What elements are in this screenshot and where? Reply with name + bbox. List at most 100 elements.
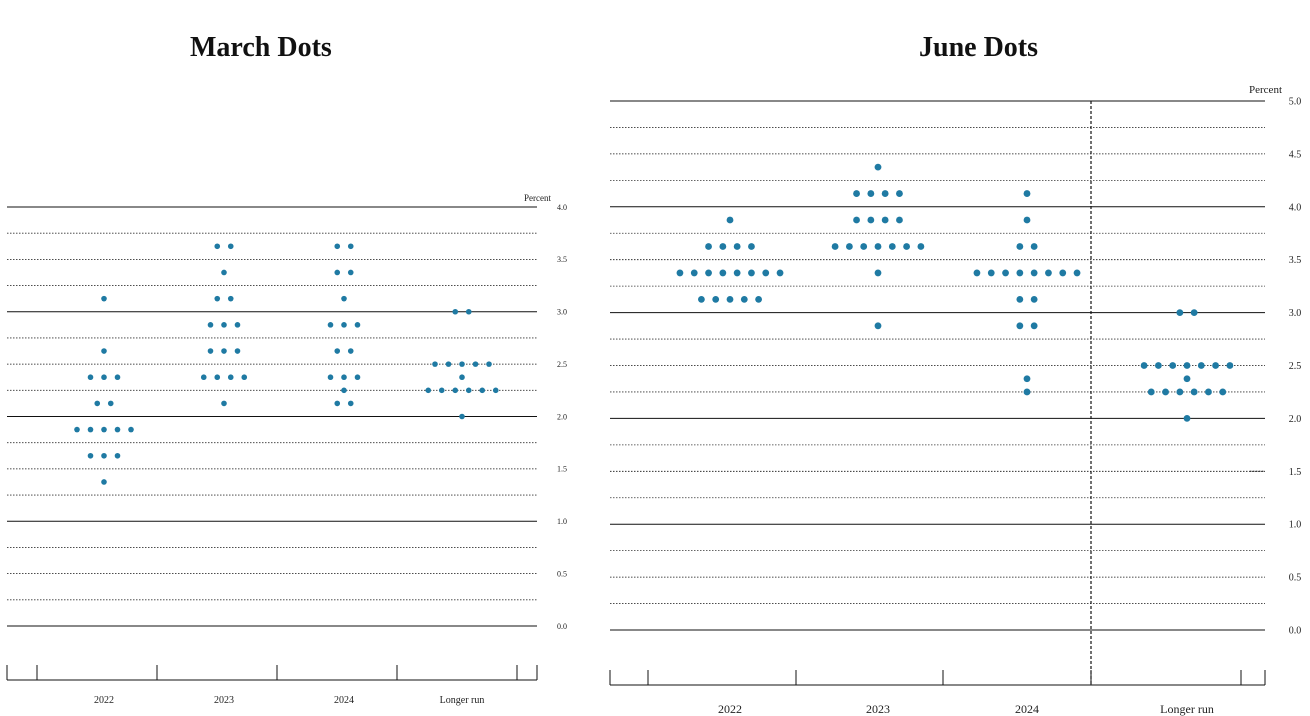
- june-dot: [690, 269, 698, 277]
- june-ytick-label: 4.5: [1289, 149, 1302, 160]
- june-ytick-label: 1.5: [1289, 467, 1302, 478]
- june-dot: [748, 269, 755, 277]
- june-dot: [1197, 362, 1205, 369]
- june-dot: [1030, 295, 1038, 303]
- june-dot: [1016, 269, 1024, 277]
- june-category-label: 2024: [1015, 702, 1039, 716]
- june-dot: [896, 216, 903, 224]
- march-dot: [107, 400, 114, 407]
- march-dot: [472, 361, 479, 367]
- march-dot: [334, 400, 341, 407]
- june-dot: [705, 243, 712, 250]
- march-dot: [221, 269, 227, 276]
- june-dot: [1162, 388, 1169, 396]
- march-category-label: Longer run: [440, 695, 485, 706]
- june-dot: [1226, 362, 1234, 369]
- june-dot: [853, 190, 860, 197]
- march-dot: [221, 322, 227, 328]
- march-dot: [87, 452, 94, 459]
- march-dot: [452, 387, 459, 394]
- march-dot: [114, 426, 121, 433]
- march-dot: [459, 361, 465, 367]
- june-dot: [740, 295, 748, 303]
- march-dot: [347, 400, 354, 407]
- march-dot: [227, 374, 234, 381]
- june-dot: [1016, 295, 1024, 303]
- june-dot: [1176, 388, 1184, 396]
- june-category-label: Longer run: [1160, 702, 1214, 716]
- june-dot: [1147, 388, 1155, 396]
- june-dot: [1023, 216, 1031, 224]
- june-dot: [874, 269, 882, 277]
- june-ytick-label: 0.5: [1289, 573, 1302, 584]
- june-dot: [776, 269, 784, 277]
- march-dot: [101, 295, 107, 302]
- march-ytick-label: 2.0: [557, 412, 567, 421]
- march-dot: [334, 243, 341, 250]
- march-dot: [128, 426, 134, 433]
- march-dot: [341, 295, 347, 302]
- june-dot: [1212, 362, 1219, 369]
- june-dot: [973, 269, 981, 277]
- june-ytick-label: 3.0: [1289, 308, 1302, 319]
- march-dot: [207, 322, 214, 328]
- june-dot: [1183, 415, 1191, 422]
- june-dot: [1073, 269, 1081, 277]
- june-dot: [1155, 362, 1162, 369]
- june-dot: [874, 243, 882, 250]
- june-dot: [867, 216, 875, 224]
- march-ytick-label: 3.5: [557, 255, 567, 264]
- june-category-label: 2023: [866, 702, 890, 716]
- march-dot: [227, 243, 234, 250]
- march-dot: [492, 387, 499, 394]
- june-ytick-label: 0.0: [1289, 626, 1302, 637]
- march-ytick-label: 0.0: [557, 622, 567, 631]
- march-dot: [101, 426, 107, 433]
- june-ytick-label: 4.0: [1289, 202, 1302, 213]
- june-dot: [733, 243, 741, 250]
- june-dot: [896, 190, 903, 197]
- june-dot: [676, 269, 684, 277]
- march-dot: [221, 348, 227, 354]
- june-dot: [831, 243, 839, 250]
- march-dot: [445, 361, 452, 367]
- march-dot: [101, 452, 107, 459]
- june-dot: [698, 295, 705, 303]
- june-dot: [1045, 269, 1052, 277]
- march-dot: [486, 361, 492, 367]
- march-ytick-label: 1.0: [557, 517, 567, 526]
- march-category-label: 2023: [214, 695, 234, 706]
- june-dot: [874, 322, 882, 330]
- march-ytick-label: 1.5: [557, 465, 567, 474]
- march-dot: [87, 426, 94, 433]
- march-dot: [221, 400, 227, 407]
- march-dot: [327, 374, 334, 381]
- march-dot: [459, 374, 465, 381]
- june-dot: [1183, 362, 1191, 369]
- june-dot: [1030, 269, 1038, 277]
- march-dot: [438, 387, 445, 394]
- march-category-label: 2022: [94, 695, 114, 706]
- june-dot: [874, 163, 882, 171]
- march-dot: [214, 295, 221, 302]
- march-dot: [241, 374, 248, 381]
- march-dot: [114, 374, 121, 381]
- june-dot: [1016, 322, 1024, 330]
- march-dot: [207, 348, 214, 354]
- march-ytick-label: 3.0: [557, 308, 567, 317]
- march-dot: [354, 322, 361, 328]
- june-ytick-label: 3.5: [1289, 255, 1302, 266]
- march-dot: [459, 413, 465, 420]
- june-dot: [881, 190, 889, 197]
- june-dot: [1205, 388, 1212, 396]
- march-dot: [101, 348, 107, 354]
- june-dot: [903, 243, 910, 250]
- june-ytick-label: 2.0: [1289, 414, 1302, 425]
- march-chart-title: March Dots: [190, 32, 332, 63]
- march-dot: [341, 387, 347, 394]
- june-dot: [846, 243, 853, 250]
- june-dot: [1059, 269, 1067, 277]
- march-dot: [200, 374, 207, 381]
- june-dot: [1190, 309, 1198, 316]
